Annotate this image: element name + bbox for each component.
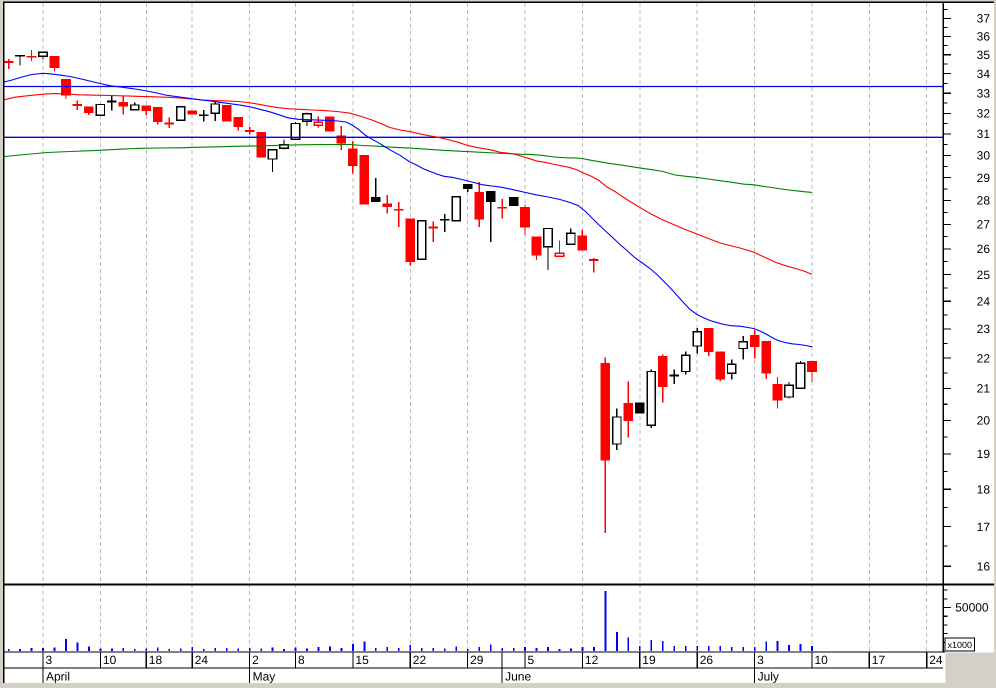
svg-text:18: 18 xyxy=(149,653,163,667)
svg-text:21: 21 xyxy=(977,382,991,396)
svg-text:36: 36 xyxy=(977,30,991,44)
svg-text:May: May xyxy=(253,670,276,684)
svg-text:3: 3 xyxy=(46,653,53,667)
svg-text:24: 24 xyxy=(977,294,991,308)
svg-text:19: 19 xyxy=(642,653,656,667)
svg-text:15: 15 xyxy=(355,653,369,667)
svg-text:10: 10 xyxy=(815,653,829,667)
svg-text:34: 34 xyxy=(977,67,991,81)
svg-text:26: 26 xyxy=(977,242,991,256)
svg-text:22: 22 xyxy=(413,653,427,667)
svg-text:31: 31 xyxy=(977,127,991,141)
svg-text:2: 2 xyxy=(252,653,259,667)
svg-text:26: 26 xyxy=(700,653,714,667)
svg-text:3: 3 xyxy=(757,653,764,667)
svg-text:8: 8 xyxy=(298,653,305,667)
svg-text:24: 24 xyxy=(195,653,209,667)
svg-text:27: 27 xyxy=(977,218,991,232)
svg-text:30: 30 xyxy=(977,149,991,163)
svg-text:20: 20 xyxy=(977,414,991,428)
svg-text:July: July xyxy=(758,670,779,684)
svg-text:50000: 50000 xyxy=(955,601,989,615)
svg-text:28: 28 xyxy=(977,194,991,208)
svg-text:17: 17 xyxy=(977,520,991,534)
svg-text:35: 35 xyxy=(977,48,991,62)
svg-text:5: 5 xyxy=(528,653,535,667)
svg-text:June: June xyxy=(505,670,531,684)
svg-text:25: 25 xyxy=(977,268,991,282)
svg-text:37: 37 xyxy=(977,12,991,26)
svg-text:12: 12 xyxy=(585,653,599,667)
svg-text:33: 33 xyxy=(977,86,991,100)
svg-text:29: 29 xyxy=(470,653,484,667)
svg-text:32: 32 xyxy=(977,107,991,121)
svg-text:x1000: x1000 xyxy=(948,640,973,650)
svg-text:18: 18 xyxy=(977,482,991,496)
svg-text:29: 29 xyxy=(977,171,991,185)
svg-text:17: 17 xyxy=(872,653,886,667)
svg-text:19: 19 xyxy=(977,447,991,461)
svg-text:April: April xyxy=(46,670,70,684)
svg-text:22: 22 xyxy=(977,351,991,365)
svg-text:23: 23 xyxy=(977,322,991,336)
svg-text:10: 10 xyxy=(103,653,117,667)
svg-text:24: 24 xyxy=(929,653,943,667)
svg-text:16: 16 xyxy=(977,559,991,573)
